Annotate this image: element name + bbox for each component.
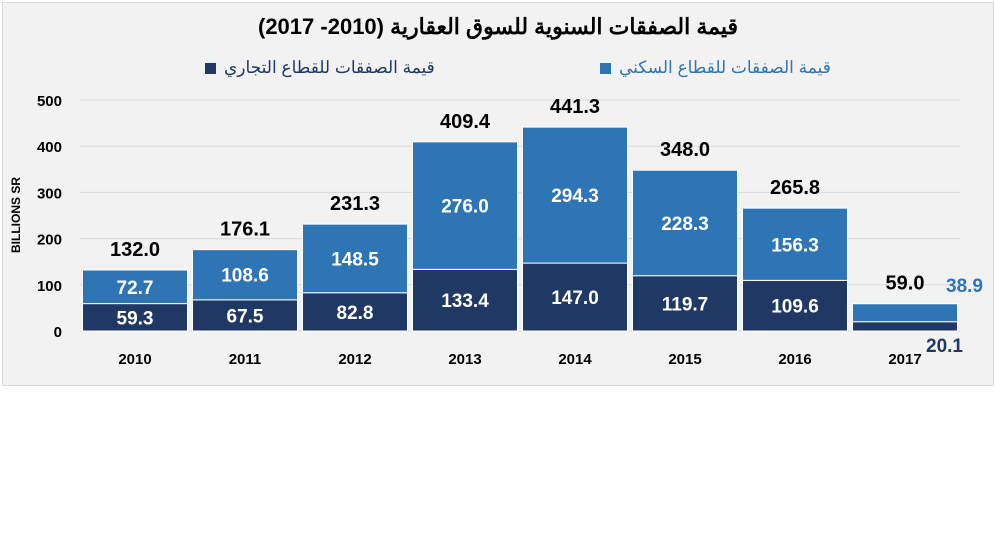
data-label: 148.5 — [331, 249, 379, 270]
data-label: 294.3 — [551, 186, 599, 207]
bar-commercial — [742, 279, 848, 332]
x-tick-label: 2013 — [448, 351, 481, 368]
data-label: 38.9 — [946, 276, 983, 297]
bar-residential — [192, 249, 298, 301]
y-tick-label: 300 — [37, 185, 62, 202]
total-label: 441.3 — [550, 96, 600, 118]
total-label: 265.8 — [770, 177, 820, 199]
legend-residential: قيمة الصفقات للقطاع السكني — [600, 58, 831, 78]
bar-residential — [742, 207, 848, 281]
x-tick-label: 2014 — [558, 351, 592, 368]
data-label: 72.7 — [117, 278, 154, 299]
bar-residential — [82, 269, 188, 305]
legend-commercial-swatch — [205, 62, 216, 74]
bar-commercial — [852, 321, 958, 332]
y-tick-label: 500 — [37, 93, 62, 110]
data-label: 119.7 — [662, 294, 709, 315]
legend-residential-swatch — [600, 62, 611, 74]
data-label: 108.6 — [221, 266, 269, 287]
x-tick-label: 2015 — [668, 351, 701, 368]
total-label: 348.0 — [660, 139, 710, 161]
chart-title: قيمة الصفقات السنوية للسوق العقارية (201… — [257, 14, 739, 39]
data-label: 59.3 — [117, 308, 154, 329]
legend-commercial-label: قيمة الصفقات للقطاع التجاري — [224, 58, 435, 77]
y-axis-label: BILLIONS SR — [9, 177, 23, 253]
x-tick-label: 2011 — [229, 351, 262, 368]
bar-residential — [852, 303, 958, 323]
data-label: 276.0 — [441, 197, 489, 218]
x-tick-label: 2010 — [118, 351, 151, 368]
total-label: 176.1 — [220, 219, 270, 241]
legend-residential-label: قيمة الصفقات للقطاع السكني — [619, 58, 831, 77]
x-tick-label: 2016 — [778, 351, 811, 368]
bar-residential — [632, 169, 738, 277]
legend-commercial: قيمة الصفقات للقطاع التجاري — [205, 58, 435, 78]
y-tick-label: 200 — [37, 232, 62, 249]
bar-commercial — [302, 292, 408, 332]
total-label: 59.0 — [886, 273, 925, 295]
bar-residential — [302, 223, 408, 294]
data-label: 109.6 — [771, 297, 819, 318]
x-tick-label: 2012 — [338, 351, 371, 368]
data-label: 67.5 — [227, 306, 264, 327]
total-label: 132.0 — [110, 239, 160, 261]
data-label: 20.1 — [926, 336, 963, 357]
total-label: 231.3 — [330, 193, 380, 215]
data-label: 228.3 — [661, 214, 709, 235]
bar-commercial — [82, 303, 188, 332]
data-label: 147.0 — [551, 288, 599, 309]
y-tick-label: 400 — [37, 139, 62, 156]
bar-residential — [522, 126, 628, 264]
total-label: 409.4 — [440, 111, 491, 133]
bar-commercial — [412, 268, 518, 332]
y-tick-label: 100 — [37, 278, 62, 295]
y-tick-label: 0 — [54, 324, 62, 341]
data-label: 156.3 — [771, 235, 819, 256]
x-tick-label: 2017 — [888, 351, 921, 368]
bar-commercial — [522, 262, 628, 332]
data-label: 82.8 — [337, 303, 374, 324]
bar-residential — [412, 141, 518, 270]
data-label: 133.4 — [441, 291, 489, 312]
